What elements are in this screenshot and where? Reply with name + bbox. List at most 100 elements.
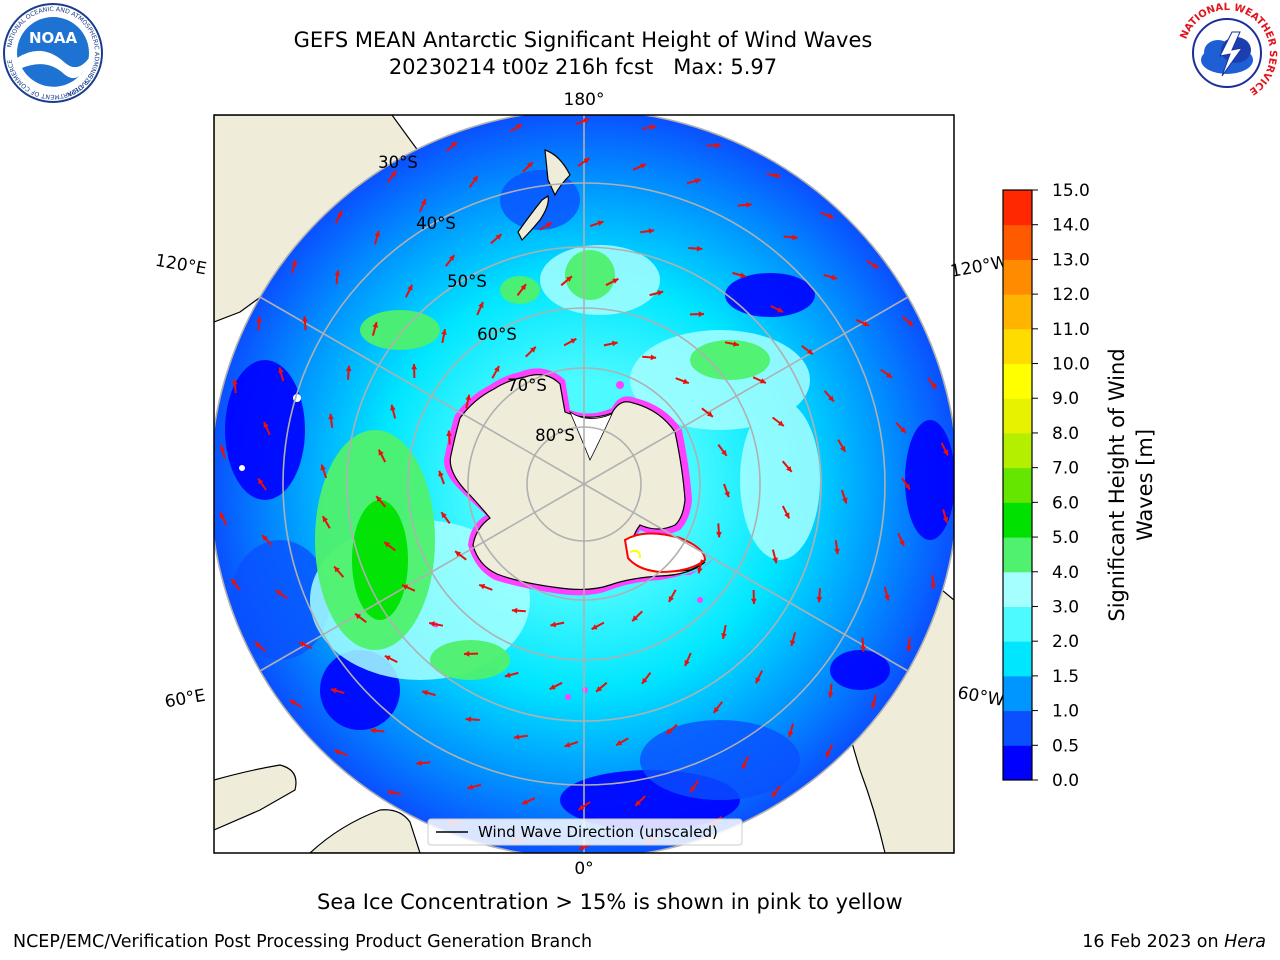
wave-arrow-head: [328, 413, 334, 420]
wave-arrow-head: [322, 516, 328, 523]
wave-arrow-head: [750, 598, 757, 604]
wave-arrow-head: [289, 699, 296, 706]
footer-host: Hera: [1224, 932, 1266, 952]
wave-arrow-head: [516, 124, 522, 130]
wave-arrow-head: [550, 621, 557, 628]
wave-arrow-head: [724, 491, 730, 498]
colorbar-tick-label: 11.0: [1052, 320, 1090, 340]
wave-arrow-head: [863, 320, 869, 327]
wave-arrow-head: [657, 290, 664, 296]
wave-arrow-head: [759, 378, 766, 384]
wave-arrow-head: [591, 624, 598, 630]
wave-arrow-head: [513, 734, 520, 740]
colorbar-tick-label: 12.0: [1052, 285, 1090, 305]
lat-label-40s: 40°S: [416, 214, 456, 233]
wave-arrow-head: [842, 497, 848, 504]
wave-arrow-head: [741, 763, 748, 769]
wave-arrow-head: [438, 470, 444, 477]
colorbar-segment: [1003, 502, 1032, 538]
sea-ice-caption: Sea Ice Concentration > 15% is shown in …: [317, 890, 903, 914]
wave-arrow-head: [597, 220, 604, 226]
wave-arrow-head: [774, 172, 781, 179]
new-zealand-land: [517, 149, 571, 242]
wave-arrow-head: [733, 341, 739, 347]
chart-subtitle: 20230214 t00z 216h fcst Max: 5.97: [388, 55, 778, 79]
lon-label-120e: 120°E: [154, 251, 208, 280]
wave-arrow-head: [827, 692, 834, 698]
wave-arrow-head: [337, 210, 343, 217]
colorbar-tick-label: 4.0: [1052, 563, 1079, 583]
wave-arrow-head: [583, 118, 590, 124]
wave-arrow-head: [564, 742, 571, 748]
wave-arrow-head: [302, 316, 308, 322]
wave-arrow-head: [825, 751, 831, 758]
wave-arrow-head: [446, 430, 452, 436]
wave-arrow-head: [429, 621, 435, 627]
wave-arrow-head: [258, 478, 264, 485]
wave-arrow-head: [416, 760, 422, 766]
wave-arrow-head: [232, 379, 238, 385]
wave-arrow-head: [616, 740, 623, 746]
lon-label-120w: 120°W: [949, 252, 1010, 282]
wave-arrow-head: [694, 178, 701, 184]
colorbar-tick-label: 13.0: [1052, 250, 1090, 270]
wave-arrow-head: [478, 302, 484, 309]
wave-arrow-head: [807, 348, 813, 355]
wave-arrow-head: [942, 516, 949, 523]
wave-arrow-head: [522, 799, 528, 805]
wave-arrow-head: [256, 316, 262, 323]
colorbar-tick-label: 14.0: [1052, 216, 1090, 236]
wave-arrow-head: [755, 677, 761, 684]
wave-arrow-head: [376, 496, 382, 502]
wave-arrow-head: [527, 162, 533, 168]
wave-arrow-head: [299, 641, 305, 648]
wave-arrow-head: [420, 199, 427, 205]
colorbar-segment: [1003, 675, 1032, 712]
wave-arrow-head: [549, 684, 556, 690]
wave-arrow-head: [334, 749, 341, 755]
wave-arrow-head: [787, 731, 794, 738]
colorbar-tick-label: 1.0: [1052, 702, 1079, 722]
wave-arrow-head: [816, 596, 823, 603]
wave-arrow-head: [642, 677, 648, 684]
wave-arrow-head: [666, 728, 673, 734]
chart-title: GEFS MEAN Antarctic Significant Height o…: [293, 28, 873, 52]
colorbar-tick-label: 1.5: [1052, 667, 1079, 687]
wave-arrow-head: [690, 786, 696, 793]
wave-arrow-head: [472, 175, 478, 182]
wave-arrow-head: [465, 716, 472, 723]
wave-arrow-head: [262, 535, 268, 541]
wave-arrow-head: [355, 613, 361, 620]
wave-arrow-head: [872, 262, 879, 269]
wave-arrow-head: [407, 284, 413, 291]
lat-label-70s: 70°S: [507, 376, 547, 395]
colorbar-segment: [1003, 606, 1032, 642]
colorbar-label-line1: Significant Height of Wind: [1105, 348, 1129, 621]
wave-arrow-head: [278, 367, 284, 374]
wave-arrow-head: [870, 702, 877, 709]
colorbar-segment: [1003, 190, 1032, 226]
wave-arrow-head: [465, 394, 471, 401]
wave-arrow-head: [611, 340, 618, 347]
lon-label-60w: 60°W: [956, 683, 1006, 711]
wave-arrow-head: [451, 141, 457, 148]
wave-arrow-head: [583, 158, 590, 164]
wave-arrow-head: [721, 449, 727, 456]
wave-arrow-head: [715, 142, 721, 149]
wave-arrow-head: [411, 364, 418, 370]
lon-label-60e: 60°E: [163, 686, 207, 713]
wave-arrow-head: [906, 645, 912, 652]
wave-arrow-head: [219, 445, 226, 452]
wave-arrow-head: [374, 230, 381, 237]
wave-arrow-head: [650, 354, 657, 361]
wave-arrow-head: [578, 844, 585, 850]
wave-arrow-head: [441, 329, 447, 335]
wave-arrow-head: [698, 311, 704, 318]
wave-arrow-head: [378, 449, 384, 456]
wave-arrow-head: [632, 615, 638, 622]
wave-arrow-head: [840, 445, 846, 452]
wave-arrow-head: [330, 687, 337, 694]
wave-arrow-head: [334, 566, 340, 573]
wave-arrow-head: [255, 642, 261, 648]
